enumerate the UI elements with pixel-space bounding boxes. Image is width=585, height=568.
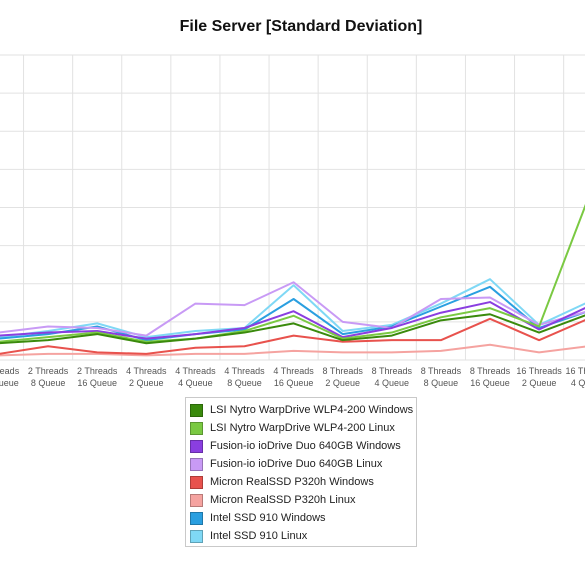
x-tick-label: 2 Threads (28, 366, 69, 376)
grid-lines (0, 54, 585, 361)
legend-item: Intel SSD 910 Linux (190, 527, 416, 545)
x-tick-label: 8 Threads (470, 366, 511, 376)
legend-label: Intel SSD 910 Linux (210, 530, 308, 542)
x-tick-label: 16 Queue (0, 378, 19, 388)
legend-label: Micron RealSSD P320h Windows (210, 476, 374, 488)
series-line (0, 343, 585, 357)
legend-label: Intel SSD 910 Windows (210, 512, 326, 524)
series-lines (0, 203, 585, 357)
legend-swatch (190, 475, 203, 489)
x-tick-label: 4 Threads (273, 366, 314, 376)
legend-label: LSI Nytro WarpDrive WLP4-200 Windows (210, 404, 414, 416)
legend-label: Fusion-io ioDrive Duo 640GB Windows (210, 440, 401, 452)
series-line (0, 203, 585, 343)
x-tick-label: 4 Queue (571, 378, 585, 388)
x-tick-label: 16 Queue (77, 378, 117, 388)
legend-label: LSI Nytro WarpDrive WLP4-200 Linux (210, 422, 395, 434)
x-tick-label: 4 Queue (375, 378, 410, 388)
legend-label: Micron RealSSD P320h Linux (210, 494, 356, 506)
line-chart: 1 Threads 16 Queue 2 Threads 8 Queue 2 Threa… (0, 54, 585, 388)
legend-item: Fusion-io ioDrive Duo 640GB Windows (190, 437, 416, 455)
series-line (0, 281, 585, 337)
series-line (0, 301, 585, 340)
x-tick-label: 1 Threads (0, 366, 20, 376)
x-tick-label: 8 Threads (372, 366, 413, 376)
legend: LSI Nytro WarpDrive WLP4-200 Windows LSI … (185, 397, 417, 547)
chart-title: File Server [Standard Deviation] (179, 18, 423, 35)
legend-item: Micron RealSSD P320h Windows (190, 473, 416, 491)
x-tick-label: 2 Queue (522, 378, 557, 388)
x-tick-label: 2 Queue (129, 378, 164, 388)
legend-item: Intel SSD 910 Windows (190, 509, 416, 527)
x-tick-label: 8 Threads (323, 366, 364, 376)
x-tick-label: 16 Queue (470, 378, 510, 388)
legend-swatch (190, 421, 203, 435)
legend-item: LSI Nytro WarpDrive WLP4-200 Windows (190, 401, 416, 419)
x-tick-label: 4 Threads (224, 366, 265, 376)
legend-label: Fusion-io ioDrive Duo 640GB Linux (210, 458, 383, 470)
x-tick-label: 8 Queue (31, 378, 66, 388)
x-tick-label: 4 Queue (178, 378, 213, 388)
x-tick-label: 4 Threads (126, 366, 167, 376)
x-tick-label: 2 Threads (77, 366, 118, 376)
legend-swatch (190, 529, 203, 543)
legend-item: Micron RealSSD P320h Linux (190, 491, 416, 509)
legend-item: LSI Nytro WarpDrive WLP4-200 Linux (190, 419, 416, 437)
x-tick-label: 16 Queue (274, 378, 314, 388)
legend-swatch (190, 493, 203, 507)
x-tick-label: 8 Queue (424, 378, 459, 388)
x-tick-label: 4 Threads (175, 366, 216, 376)
series-line (0, 317, 585, 355)
x-tick-label: 2 Queue (325, 378, 360, 388)
x-tick-labels: 1 Threads 16 Queue 2 Threads 8 Queue 2 Threa… (0, 366, 585, 388)
legend-swatch (190, 457, 203, 471)
series-line (0, 285, 585, 342)
legend-swatch (190, 439, 203, 453)
x-tick-label: 16 Threads (516, 366, 562, 376)
legend-item: Fusion-io ioDrive Duo 640GB Linux (190, 455, 416, 473)
x-tick-label: 16 Threads (566, 366, 585, 376)
x-tick-label: 8 Threads (421, 366, 462, 376)
x-tick-label: 8 Queue (227, 378, 262, 388)
series-line (0, 278, 585, 339)
legend-swatch (190, 403, 203, 417)
series-line (0, 313, 585, 345)
legend-swatch (190, 511, 203, 525)
